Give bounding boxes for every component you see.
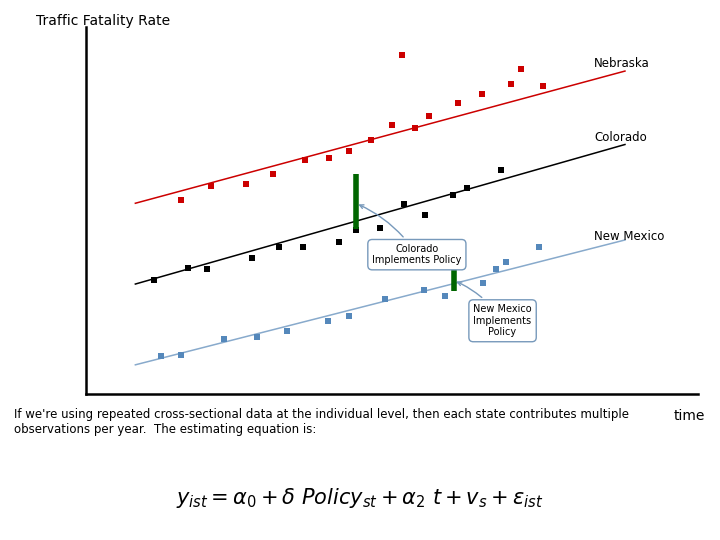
Point [477,279,488,287]
Point [505,79,517,88]
Point [516,65,527,73]
Point [387,120,398,129]
Point [440,292,451,301]
Text: New Mexico: New Mexico [595,230,665,243]
Point [418,286,430,294]
Point [182,264,194,272]
Point [148,275,160,284]
Point [240,180,252,189]
Point [365,136,377,145]
Text: Colorado: Colorado [595,131,647,144]
Point [246,254,257,262]
Point [409,124,420,132]
Point [175,196,186,205]
Text: New Mexico
Implements
Policy: New Mexico Implements Policy [458,282,532,338]
Point [398,199,410,208]
Point [423,111,435,120]
Text: If we're using repeated cross-sectional data at the individual level, then each : If we're using repeated cross-sectional … [14,408,629,436]
Point [218,335,230,343]
Point [267,170,279,178]
Point [282,327,293,336]
Text: Traffic Fatality Rate: Traffic Fatality Rate [36,14,170,28]
Point [396,50,408,59]
Point [297,242,309,251]
Point [495,165,507,174]
Point [462,184,473,193]
Point [351,226,362,235]
Point [274,242,285,251]
Point [538,82,549,90]
Point [202,265,213,273]
Point [333,238,344,246]
Point [324,154,336,163]
Point [343,147,355,156]
Point [490,265,502,273]
Text: Nebraska: Nebraska [595,57,650,70]
Text: $y_{ist} = \alpha_0 + \delta\ \mathit{Policy}_{st} + \alpha_2\ t + v_s + \vareps: $y_{ist} = \alpha_0 + \delta\ \mathit{Po… [176,486,544,510]
Point [448,191,459,199]
Point [533,242,544,251]
Point [419,210,431,219]
Point [156,352,167,360]
Point [477,90,488,98]
Point [500,258,512,266]
Point [205,181,217,190]
Text: Colorado
Implements Policy: Colorado Implements Policy [359,205,462,266]
Point [323,317,334,326]
Point [379,295,390,303]
Point [374,224,386,233]
Text: time: time [673,409,704,423]
Point [452,98,464,107]
Point [176,351,187,360]
Point [300,156,311,164]
Point [251,333,263,341]
Point [343,312,355,321]
